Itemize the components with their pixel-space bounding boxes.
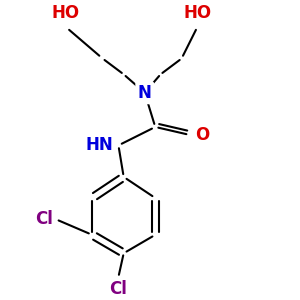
Text: N: N [138,84,152,102]
Text: O: O [195,126,209,144]
Text: HO: HO [183,4,211,22]
Text: HN: HN [85,136,113,154]
Text: Cl: Cl [35,210,53,228]
Text: HO: HO [52,4,80,22]
Text: Cl: Cl [110,280,128,298]
